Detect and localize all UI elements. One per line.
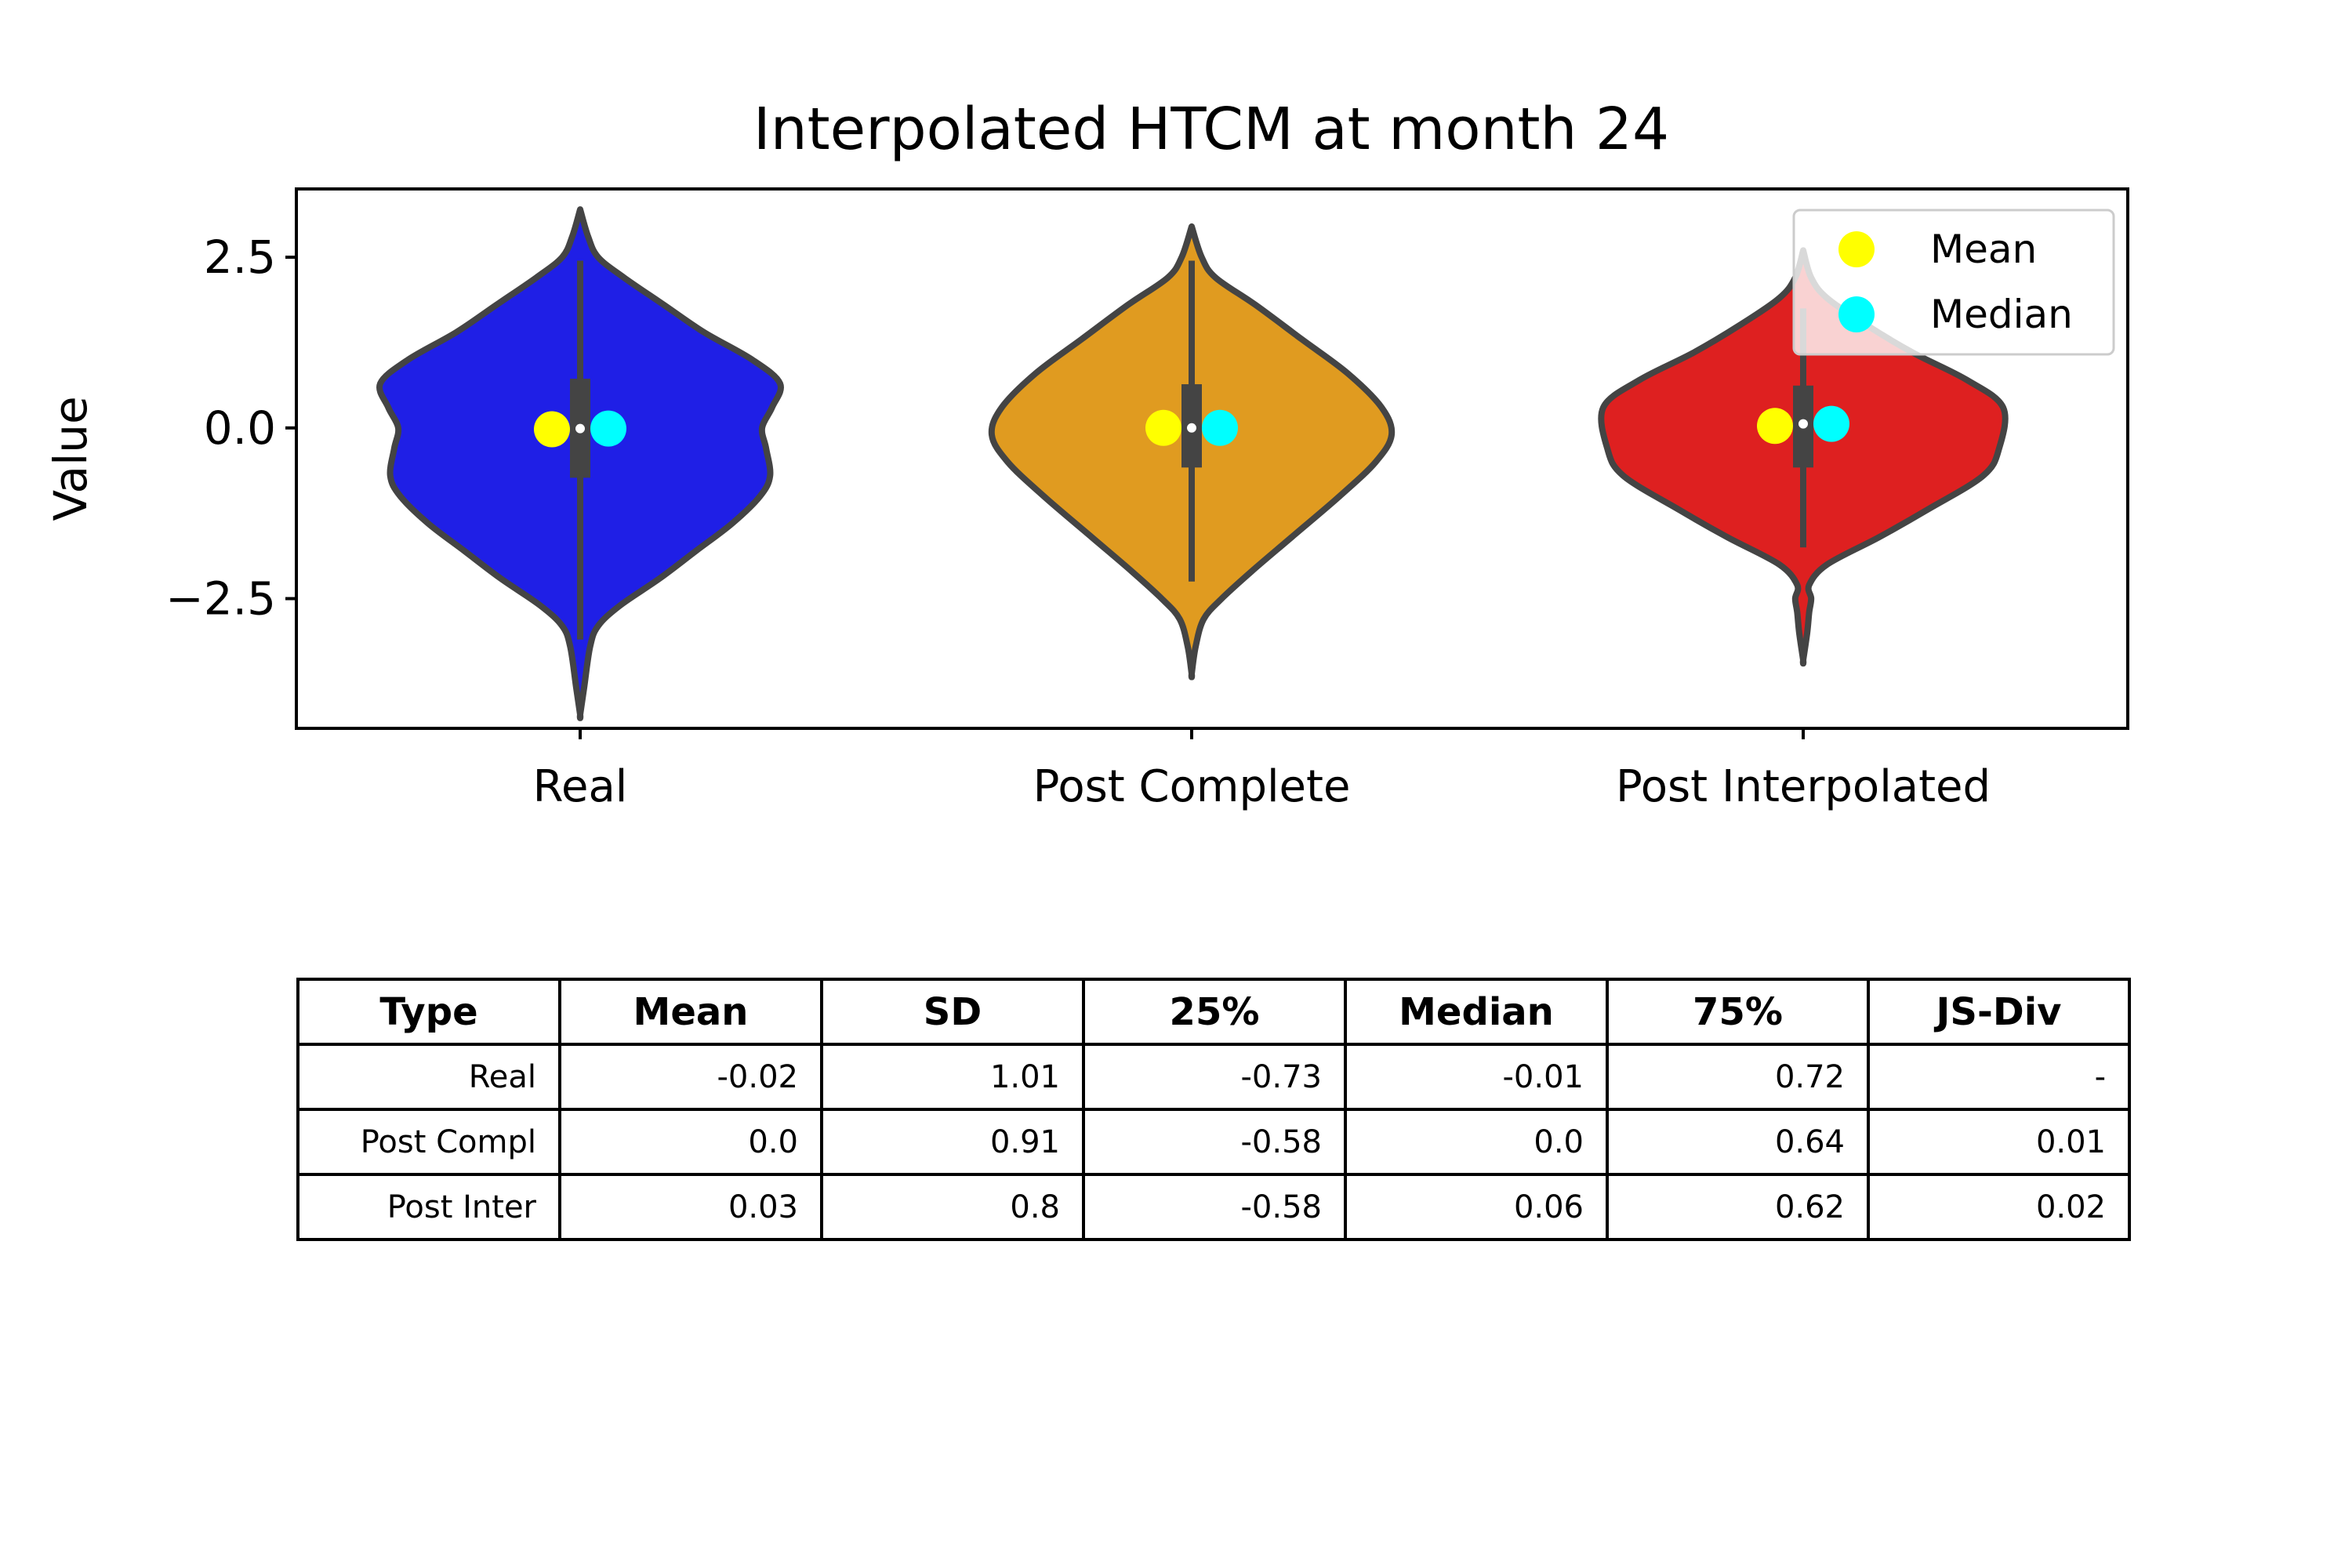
header-type: Type	[296, 978, 561, 1046]
table-cell: 0.02	[1867, 1173, 2131, 1241]
table-cell: 0.01	[1867, 1108, 2131, 1176]
table-cell: 0.0	[1344, 1108, 1609, 1176]
y-tick-label: 0.0	[204, 401, 276, 455]
table-cell: Real	[296, 1043, 561, 1111]
table-cell: 1.01	[820, 1043, 1085, 1111]
table-cell: Post Inter	[296, 1173, 561, 1241]
mean-marker	[534, 411, 570, 448]
median-marker	[1202, 409, 1238, 446]
legend: Mean Median	[1792, 209, 2115, 356]
header-js-div: JS-Div	[1867, 978, 2131, 1046]
table-header-row: Type Mean SD 25% Median 75% JS-Div	[296, 978, 2131, 1046]
y-tick-label: −2.5	[165, 572, 276, 626]
header-median: Median	[1344, 978, 1609, 1046]
x-tick-label: Real	[533, 761, 628, 812]
table-cell: 0.72	[1606, 1043, 1870, 1111]
violin-real	[376, 206, 784, 721]
violin-median-dot	[1798, 419, 1808, 429]
table-cell: 0.0	[558, 1108, 823, 1176]
table-cell: 0.8	[820, 1173, 1085, 1241]
table-cell: 0.06	[1344, 1173, 1609, 1241]
plot-frame	[295, 187, 2129, 730]
header-25pct: 25%	[1082, 978, 1347, 1046]
table-cell: 0.64	[1606, 1108, 1870, 1176]
table-cell: -0.73	[1082, 1043, 1347, 1111]
header-75pct: 75%	[1606, 978, 1870, 1046]
median-marker	[590, 410, 626, 447]
legend-marker	[1838, 231, 1875, 267]
y-axis: 2.5 0.0 −2.5	[165, 230, 296, 626]
legend-label: Median	[1930, 292, 2073, 337]
x-tick-label: Post Interpolated	[1616, 761, 1991, 812]
table-cell: Post Compl	[296, 1108, 561, 1176]
chart-title: Interpolated HTCM at month 24	[753, 96, 1669, 163]
y-axis-label: Value	[44, 396, 97, 521]
mean-marker	[1145, 409, 1181, 446]
x-axis: Real Post Complete Post Interpolated	[533, 728, 1991, 812]
table-cell: 0.62	[1606, 1173, 1870, 1241]
header-mean: Mean	[558, 978, 823, 1046]
table-row: Real -0.02 1.01 -0.73 -0.01 0.72 -	[296, 1043, 2131, 1111]
violin-post-complete	[988, 223, 1396, 681]
table-cell: -0.02	[558, 1043, 823, 1111]
y-tick-label: 2.5	[204, 230, 276, 284]
violin-median-dot	[1187, 423, 1196, 433]
table-row: Post Compl 0.0 0.91 -0.58 0.0 0.64 0.01	[296, 1108, 2131, 1176]
table-cell: 0.03	[558, 1173, 823, 1241]
legend-marker	[1838, 296, 1875, 332]
header-sd: SD	[820, 978, 1085, 1046]
stats-table: Type Mean SD 25% Median 75% JS-Div Real …	[296, 978, 2131, 1241]
table-cell: -0.01	[1344, 1043, 1609, 1111]
table-cell: -0.58	[1082, 1108, 1347, 1176]
table-cell: 0.91	[820, 1108, 1085, 1176]
table-cell: -0.58	[1082, 1173, 1347, 1241]
table-row: Post Inter 0.03 0.8 -0.58 0.06 0.62 0.02	[296, 1173, 2131, 1241]
median-marker	[1813, 405, 1849, 442]
x-tick-label: Post Complete	[1033, 761, 1351, 812]
violins-layer	[376, 206, 2009, 721]
legend-label: Mean	[1930, 227, 2037, 272]
mean-marker	[1757, 408, 1793, 445]
violin-median-dot	[575, 423, 585, 434]
table-cell: -	[1867, 1043, 2131, 1111]
